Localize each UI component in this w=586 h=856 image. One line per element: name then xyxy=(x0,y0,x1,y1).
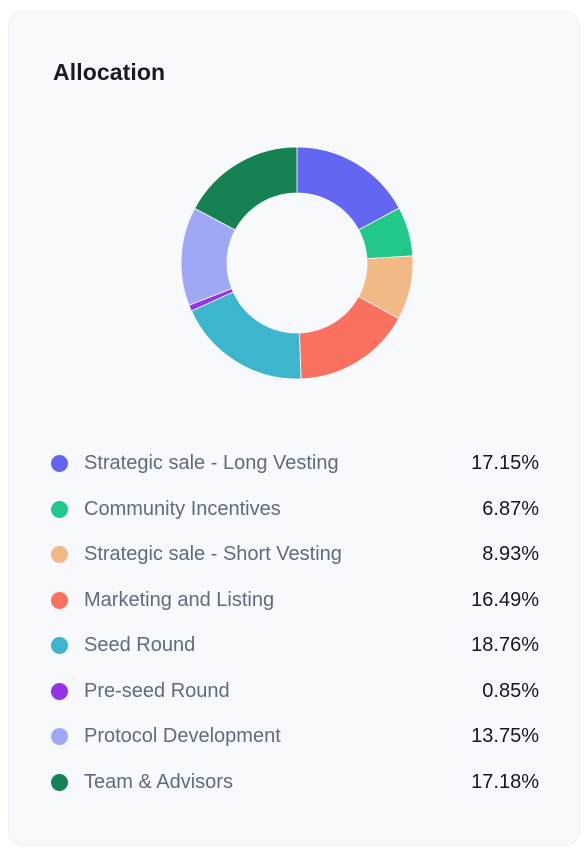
legend-value: 17.15% xyxy=(471,452,539,474)
donut-slice-8[interactable] xyxy=(194,146,298,231)
legend-color-dot xyxy=(51,500,68,518)
legend-color-dot xyxy=(51,455,68,472)
legend-value: 16.49% xyxy=(471,588,539,611)
legend-label: Marketing and Listing xyxy=(84,588,275,611)
legend-color-dot xyxy=(51,682,68,700)
legend-value: 0.85% xyxy=(482,679,539,702)
legend-item: Strategic sale - Short Vesting 8.93% xyxy=(51,539,539,569)
legend-label: Pre-seed Round xyxy=(84,679,230,702)
legend-label: Strategic sale - Long Vesting xyxy=(84,452,339,474)
legend-color-dot xyxy=(51,728,68,745)
legend-value: 8.93% xyxy=(482,543,539,565)
legend-label: Strategic sale - Short Vesting xyxy=(84,543,342,565)
donut-slice-5[interactable] xyxy=(190,291,302,380)
legend-item: Protocol Development 13.75% xyxy=(51,721,539,751)
allocation-card: Allocation Strategic sale - Long Vesting… xyxy=(9,12,579,845)
legend-item: Marketing and Listing 16.49% xyxy=(51,585,539,615)
legend-label: Seed Round xyxy=(84,634,196,656)
legend-label: Community Incentives xyxy=(84,497,281,520)
legend-value: 13.75% xyxy=(471,725,539,747)
legend-item: Team & Advisors 17.18% xyxy=(51,767,539,797)
legend-item: Pre-seed Round 0.85% xyxy=(51,676,539,706)
legend-color-dot xyxy=(51,591,68,609)
legend-value: 17.18% xyxy=(471,770,539,793)
legend-color-dot xyxy=(51,637,68,654)
legend-color-dot xyxy=(51,546,68,563)
legend-item: Community Incentives 6.87% xyxy=(51,494,539,524)
card-title: Allocation xyxy=(53,59,166,85)
legend-value: 6.87% xyxy=(482,497,539,520)
legend-label: Team & Advisors xyxy=(84,770,233,793)
legend-value: 18.76% xyxy=(471,634,539,656)
legend-item: Strategic sale - Long Vesting 17.15% xyxy=(51,448,539,478)
legend-color-dot xyxy=(51,773,68,791)
legend-item: Seed Round 18.76% xyxy=(51,630,539,660)
allocation-donut-chart xyxy=(180,146,414,380)
legend-label: Protocol Development xyxy=(84,725,281,747)
